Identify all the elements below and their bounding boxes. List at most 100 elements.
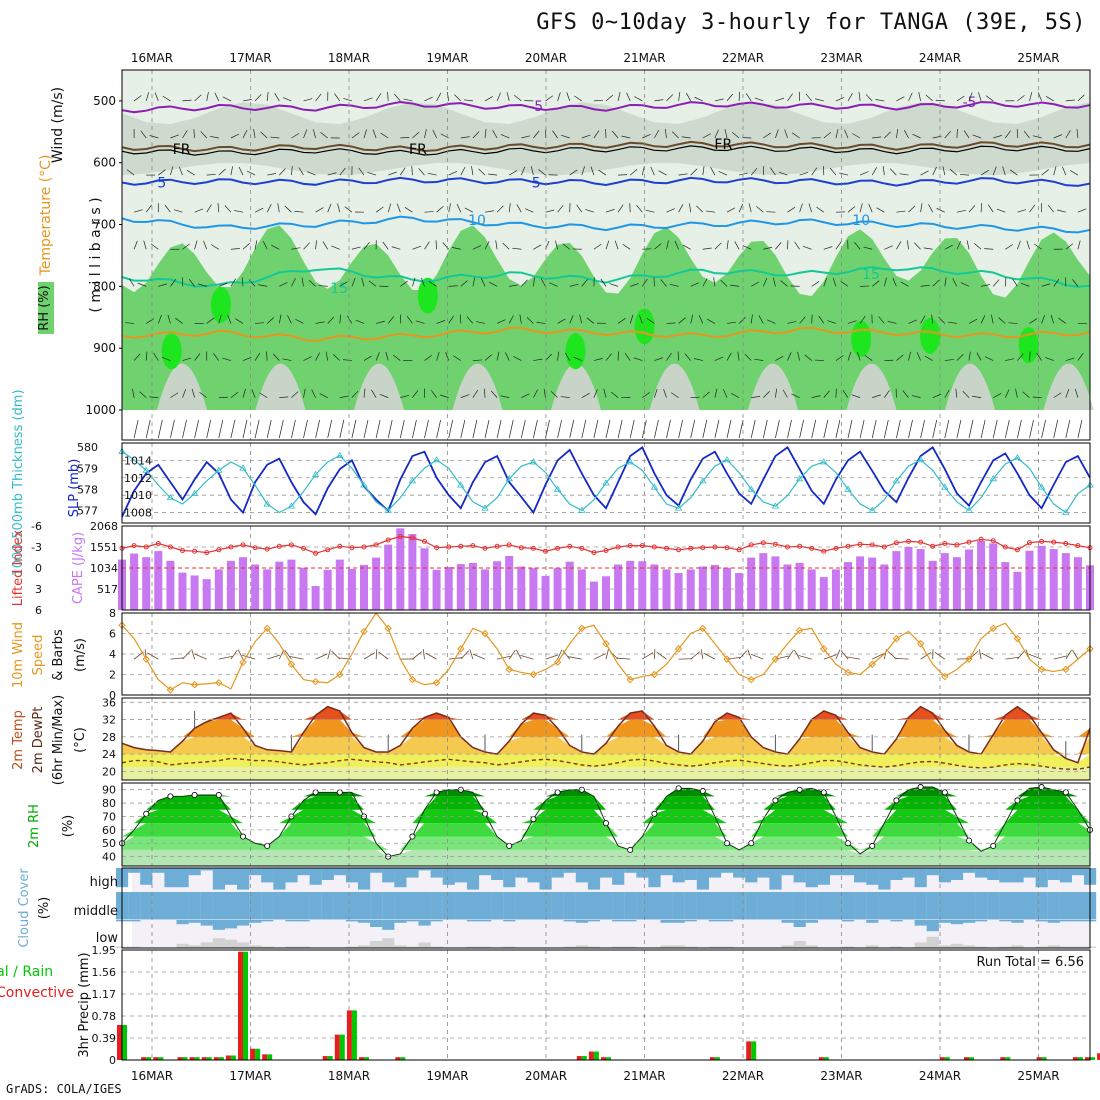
wind-barb [935,99,945,102]
cloud-bar [224,868,238,885]
wind-barb [690,419,696,439]
rh2m-point [990,842,997,849]
wind-barb [412,390,419,398]
cloud-bar [466,868,480,890]
wind-barb [710,167,716,176]
wind-barb [158,283,168,287]
wind-barb [1017,419,1022,439]
wind-barb [744,353,752,361]
cloud-bar [321,892,334,920]
wind-barb [476,321,486,324]
wind-barb [451,247,461,250]
wind-barb [1036,352,1042,361]
cloud-bar [829,892,843,920]
y-tick-label: 2 [109,669,116,682]
wind-barb [371,389,377,398]
lifted-index-point [821,548,827,554]
wind-barb [439,394,449,398]
cloud-bar [285,920,298,922]
precip-total-bar [158,1057,164,1060]
lifted-index-point [1002,544,1008,550]
contour-label: 15 [862,267,880,283]
wind-barb [277,203,280,213]
wind-barb [382,241,389,250]
wind-barb [472,131,480,139]
cloud-bar [733,892,746,920]
lifted-index-point [797,543,803,549]
wind-barb [666,419,671,439]
precip-total-bar [606,1057,611,1060]
wind10-barb [425,652,437,660]
wind-barb [230,419,236,439]
lifted-index-point [288,542,294,548]
wind-barb [424,211,434,213]
low-cloud-bar [188,945,201,948]
wind10-point [505,665,513,674]
wind10-point [820,645,828,653]
precip-panel-frame [121,949,1091,1061]
rh-saturated-blob [851,320,872,357]
wind10-point [699,624,707,633]
cloud-bar [769,892,782,920]
temp-band-fill [122,736,1090,755]
y-tick-label: -3 [31,541,42,554]
wind-barb [1077,353,1084,361]
cape-bar [541,575,550,610]
wind-barb [702,166,705,176]
axis-label: 2m Temp [11,710,26,770]
cloud-bar [636,892,649,920]
lifted-index-point [603,548,609,553]
wind10-barb [194,653,207,660]
cape-bar [275,561,284,610]
wind-barb [581,166,585,176]
wind-barb [412,131,420,139]
wind-barb [530,166,534,176]
wind-barb [230,133,240,139]
wind-barb [593,389,598,398]
wind-barb [858,91,861,101]
wind-barb [654,243,662,250]
contour-label: 10 [468,213,486,229]
wind-barb [424,419,429,439]
lifted-index-point [337,543,343,549]
wind-barb [218,282,228,287]
wind-barb [642,134,651,139]
wind-barb [270,136,280,139]
low-cloud-bar [914,942,927,948]
y-tick-label: 1008 [124,507,152,520]
wind-barb [920,315,926,324]
wind10-point [626,675,634,684]
wind-barb [513,356,522,361]
wind-barb [908,205,916,213]
wind-barb [956,128,958,139]
wind-barb [526,316,534,324]
cape-bar [977,540,986,610]
cloud-bar [479,892,492,920]
cloud-bar [926,892,939,920]
wind-barb [923,247,933,250]
wind-barb [1017,353,1024,361]
wind10-barb [978,649,982,660]
cape-bar [226,560,235,610]
wind-barb [956,419,962,439]
wind-barb [254,352,261,361]
cape-bar [130,553,139,610]
wind10-barb [469,649,474,660]
wind10-point [965,655,973,663]
wind10-barb [363,652,375,660]
cloud-bar [394,920,407,923]
wind10-barb [412,651,423,660]
wind-barb [312,129,316,139]
rh2m-point [167,793,174,800]
wind10-barb [147,652,159,660]
series-point [578,506,586,513]
wind-barb [1065,99,1075,102]
contour-label: 5 [532,176,541,192]
cape-bar [190,575,199,610]
cloud-bar [297,892,310,920]
wind-barb [145,92,150,102]
wind-barb [654,388,658,398]
cloud-bar [660,892,673,920]
wind-barb [164,204,171,213]
wind10-barb [794,649,800,660]
